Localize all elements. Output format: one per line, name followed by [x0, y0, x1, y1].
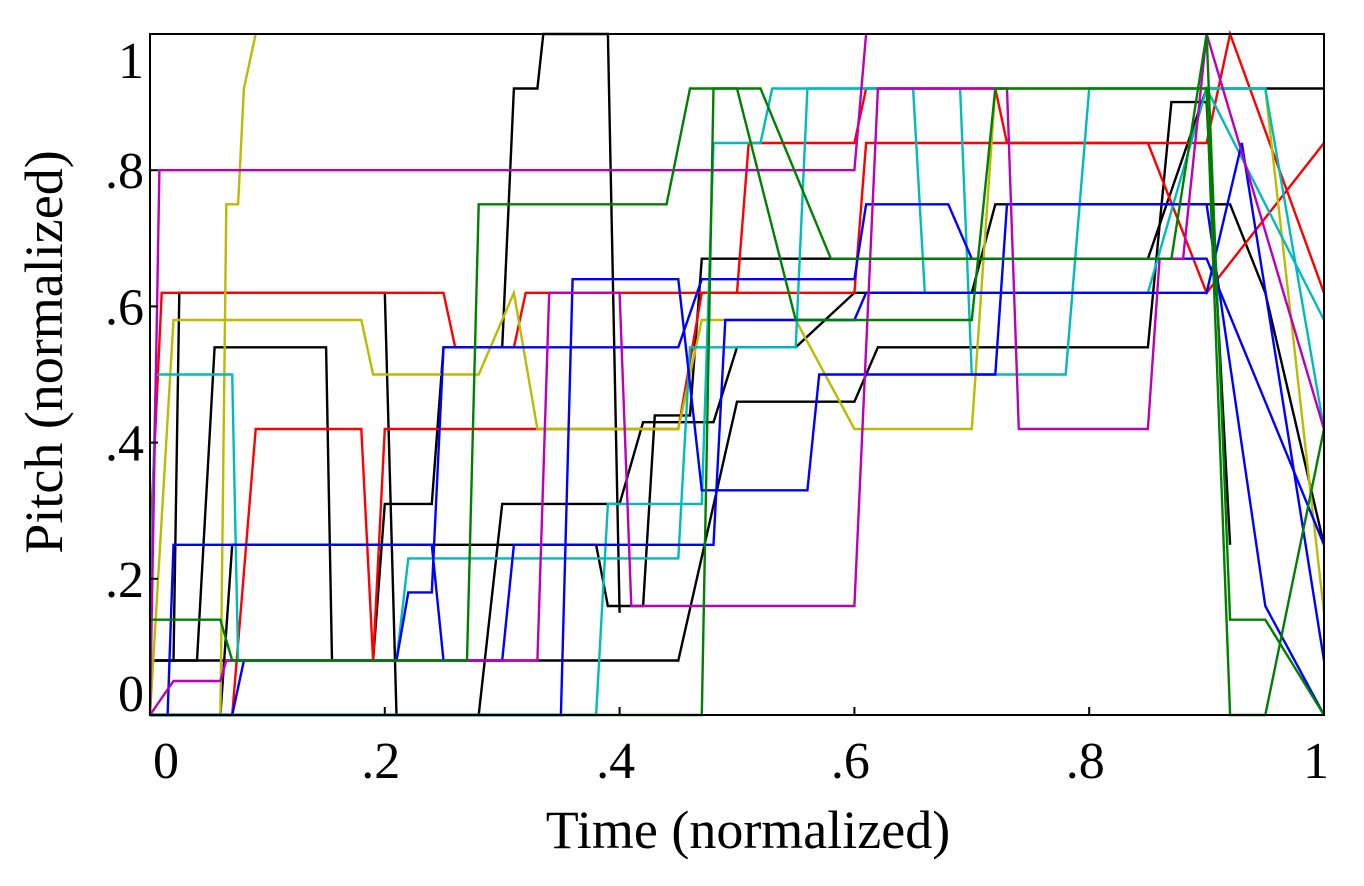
x-axis-title: Time (normalized) [546, 800, 950, 860]
series-line-17 [150, 33, 1326, 717]
x-tick-label: 1 [1303, 733, 1329, 790]
tick-layer: 0 .2 .4 .6 .8 1 0 .2 .4 .6 .8 1 [105, 33, 1329, 790]
y-tick-label: 1 [118, 33, 144, 90]
y-tick-label: .4 [105, 416, 144, 473]
x-tick-label: .6 [831, 733, 870, 790]
y-tick-label: .6 [105, 279, 144, 336]
series-line-8 [148, 87, 1326, 716]
y-tick-label: 0 [118, 666, 144, 723]
series-line-1 [150, 32, 621, 662]
series-layer [148, 29, 1326, 717]
y-tick-label: .2 [105, 552, 144, 609]
x-tick-label: .8 [1066, 733, 1105, 790]
x-tick-label: .2 [361, 733, 400, 790]
plot-frame [149, 33, 1325, 716]
y-axis-title: Pitch (normalized) [14, 150, 74, 553]
series-line-14 [148, 33, 868, 716]
series-line-11 [150, 142, 1326, 717]
series-line-9 [148, 87, 1326, 662]
y-tick-label: .8 [105, 143, 144, 200]
x-tick-label: .4 [596, 733, 635, 790]
x-tick-label: 0 [153, 733, 179, 790]
